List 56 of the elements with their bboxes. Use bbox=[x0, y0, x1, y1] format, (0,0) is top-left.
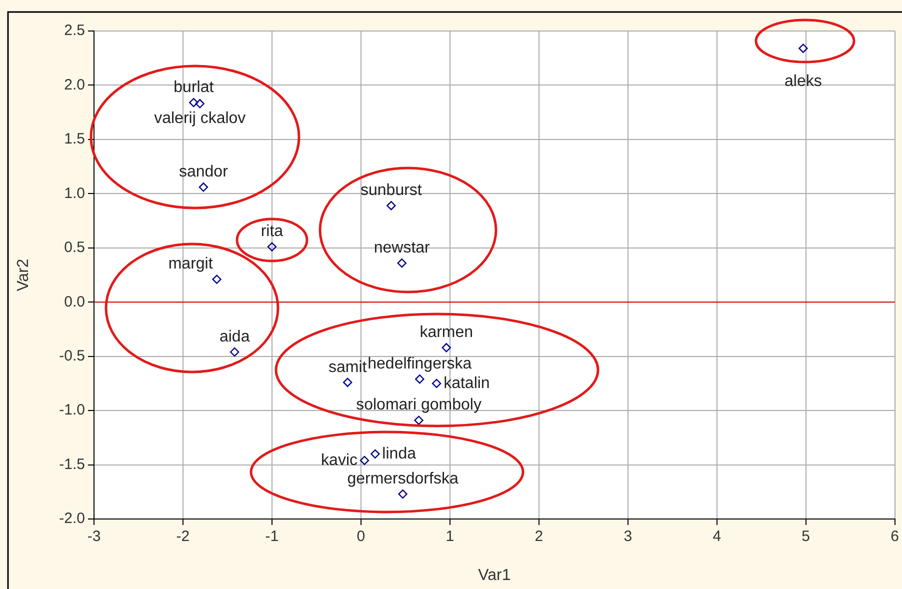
x-tick-label: 3 bbox=[624, 528, 632, 546]
point bbox=[267, 242, 277, 252]
annotation: hedelfingerska bbox=[368, 356, 472, 373]
point bbox=[198, 182, 208, 192]
annotation: katalin bbox=[444, 374, 490, 392]
x-tick-label: 6 bbox=[890, 528, 899, 546]
annotation: samit bbox=[328, 358, 368, 376]
x-tick-label: 2 bbox=[534, 528, 544, 546]
y-tick-label: 2.0 bbox=[64, 76, 85, 94]
y-tick-label: -1.5 bbox=[59, 456, 85, 473]
x-tick-label: 4 bbox=[712, 528, 722, 546]
annotation: rita bbox=[260, 223, 284, 240]
x-tick-label: 1 bbox=[446, 528, 454, 546]
y-tick-label: 2.5 bbox=[64, 22, 85, 40]
annotation: kavic bbox=[321, 452, 358, 469]
point bbox=[360, 456, 370, 466]
annotation: burlat bbox=[174, 78, 214, 96]
annotation: karmen bbox=[420, 324, 474, 342]
point bbox=[212, 274, 222, 284]
y-tick-label: -1.0 bbox=[59, 402, 85, 419]
point bbox=[398, 489, 408, 499]
y-tick-label: 1.5 bbox=[64, 130, 85, 148]
point bbox=[397, 258, 406, 268]
annotation: aleks bbox=[784, 72, 822, 90]
point bbox=[342, 378, 352, 387]
y-tick-label: 0.5 bbox=[64, 239, 85, 256]
annotation: linda bbox=[382, 445, 416, 462]
x-tick-label: -1 bbox=[265, 528, 279, 546]
annotation: margit bbox=[168, 256, 214, 273]
y-tick-label: -0.5 bbox=[59, 347, 85, 364]
point bbox=[189, 98, 198, 108]
point bbox=[370, 449, 380, 459]
y-tick-label: 0.0 bbox=[64, 293, 85, 310]
point bbox=[798, 44, 808, 53]
y-tick-label: -2.0 bbox=[59, 510, 85, 528]
point bbox=[386, 200, 396, 210]
x-tick-label: -3 bbox=[87, 528, 101, 546]
y-tick-label: 1.0 bbox=[64, 184, 85, 202]
point bbox=[414, 416, 424, 425]
annotation: germersdorfska bbox=[347, 470, 458, 488]
point bbox=[432, 378, 442, 388]
point bbox=[415, 374, 424, 384]
point bbox=[195, 99, 204, 108]
annotation: sunburst bbox=[360, 182, 422, 199]
annotation: newstar bbox=[374, 239, 431, 256]
y-axis-title: Var2 bbox=[15, 258, 32, 292]
point bbox=[230, 347, 240, 357]
x-tick-label: 0 bbox=[356, 528, 366, 546]
annotation: aida bbox=[219, 328, 250, 346]
annotation: valerij ckalov bbox=[154, 110, 246, 128]
annotation: solomari gomboly bbox=[356, 396, 482, 414]
x-tick-label: 5 bbox=[802, 528, 810, 546]
x-axis-title: Var1 bbox=[478, 566, 511, 584]
point bbox=[442, 343, 451, 352]
annotation: sandor bbox=[178, 164, 229, 181]
x-tick-label: -2 bbox=[176, 528, 190, 546]
